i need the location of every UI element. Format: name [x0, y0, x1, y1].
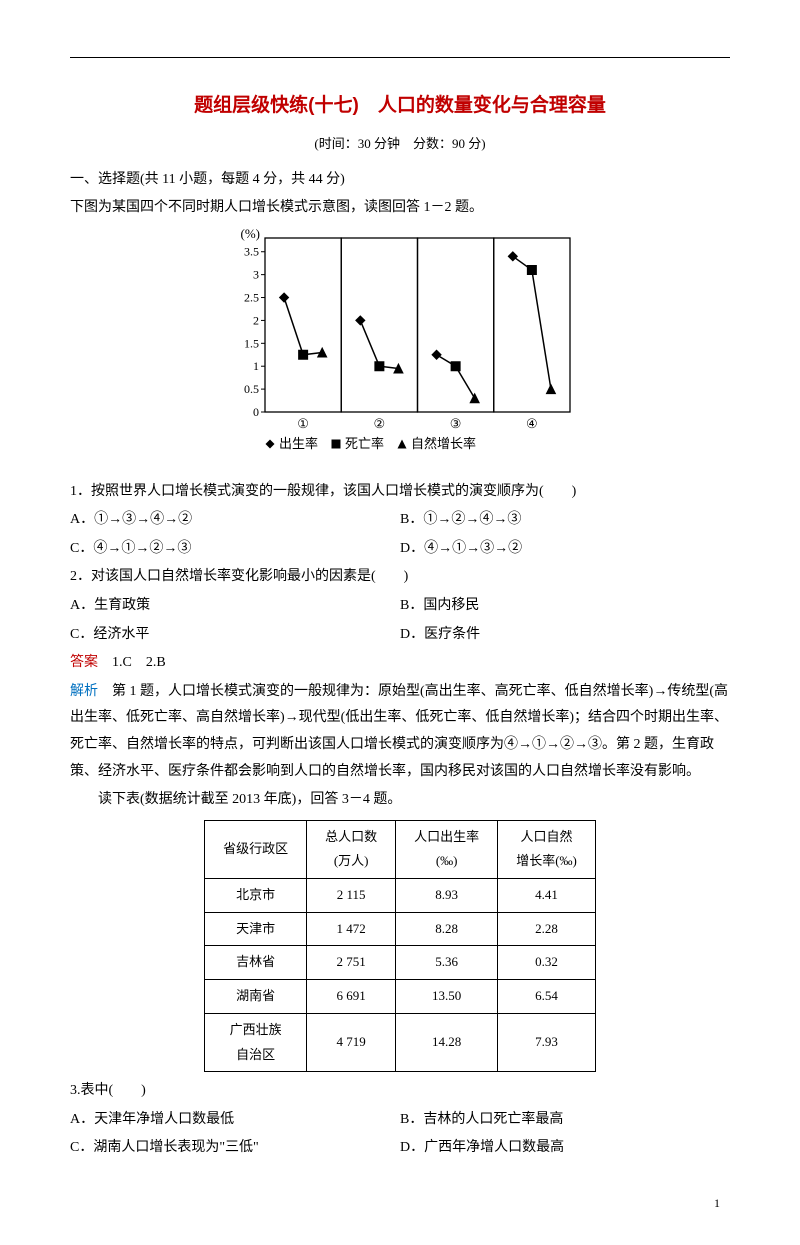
- q3-stem: 3.表中( ): [70, 1078, 730, 1105]
- population-table: 省级行政区总人口数(万人)人口出生率(‰)人口自然增长率(‰)北京市2 1158…: [204, 820, 596, 1073]
- answer-text: 1.C 2.B: [98, 655, 166, 670]
- q1-opt-c: C．④→①→②→③: [70, 536, 400, 563]
- svg-text:③: ③: [450, 416, 462, 431]
- table-row: 广西壮族自治区4 71914.287.93: [205, 1013, 596, 1071]
- page-number: 1: [70, 1192, 730, 1215]
- q3-row1: A．天津年净增人口数最低 B．吉林的人口死亡率最高: [70, 1107, 730, 1134]
- intro-2: 读下表(数据统计截至 2013 年底)，回答 3－4 题。: [70, 787, 730, 814]
- table-cell: 天津市: [205, 912, 307, 946]
- top-rule: [70, 57, 730, 58]
- q2-opt-c: C．经济水平: [70, 622, 400, 649]
- table-header: 人口自然增长率(‰): [498, 820, 596, 878]
- page-title: 题组层级快练(十七) 人口的数量变化与合理容量: [70, 88, 730, 124]
- svg-text:出生率: 出生率: [279, 436, 318, 451]
- svg-text:1: 1: [253, 359, 259, 373]
- q3-opt-b: B．吉林的人口死亡率最高: [400, 1107, 730, 1134]
- table-cell: 5.36: [396, 946, 498, 980]
- table-cell: 7.93: [498, 1013, 596, 1071]
- svg-text:3: 3: [253, 268, 259, 282]
- table-cell: 8.28: [396, 912, 498, 946]
- table-row: 北京市2 1158.934.41: [205, 879, 596, 913]
- chart-figure: (%) 0 0.5 1 1.5 2 2.5 3 3.5 ① ② ③ ④ 出生率 死亡率 自然增长率: [70, 228, 730, 469]
- svg-text:2.5: 2.5: [244, 290, 259, 304]
- svg-text:3.5: 3.5: [244, 245, 259, 259]
- svg-text:0: 0: [253, 405, 259, 419]
- q2-row2: C．经济水平 D．医疗条件: [70, 622, 730, 649]
- explain-12: 解析 第 1 题，人口增长模式演变的一般规律为：原始型(高出生率、高死亡率、低自…: [70, 679, 730, 785]
- table-cell: 2 751: [307, 946, 396, 980]
- q1-opt-b: B．①→②→④→③: [400, 507, 730, 534]
- page-subtitle: (时间：30 分钟 分数：90 分): [70, 132, 730, 157]
- q2-row1: A．生育政策 B．国内移民: [70, 593, 730, 620]
- table-row: 吉林省2 7515.360.32: [205, 946, 596, 980]
- table-cell: 13.50: [396, 980, 498, 1014]
- table-cell: 2 115: [307, 879, 396, 913]
- table-header: 人口出生率(‰): [396, 820, 498, 878]
- table-cell: 北京市: [205, 879, 307, 913]
- q2-opt-d: D．医疗条件: [400, 622, 730, 649]
- table-row: 湖南省6 69113.506.54: [205, 980, 596, 1014]
- table-cell: 6 691: [307, 980, 396, 1014]
- svg-text:自然增长率: 自然增长率: [411, 436, 476, 451]
- table-cell: 4 719: [307, 1013, 396, 1071]
- q1-stem: 1．按照世界人口增长模式演变的一般规律，该国人口增长模式的演变顺序为( ): [70, 479, 730, 506]
- svg-text:2: 2: [253, 313, 259, 327]
- population-chart: (%) 0 0.5 1 1.5 2 2.5 3 3.5 ① ② ③ ④ 出生率 死亡率 自然增长率: [220, 228, 580, 458]
- q1-opt-d: D．④→①→③→②: [400, 536, 730, 563]
- explain-label: 解析: [70, 684, 98, 699]
- table-cell: 湖南省: [205, 980, 307, 1014]
- svg-text:0.5: 0.5: [244, 382, 259, 396]
- table-header: 省级行政区: [205, 820, 307, 878]
- q2-stem: 2．对该国人口自然增长率变化影响最小的因素是( ): [70, 564, 730, 591]
- table-cell: 14.28: [396, 1013, 498, 1071]
- table-cell: 6.54: [498, 980, 596, 1014]
- table-cell: 0.32: [498, 946, 596, 980]
- q1-opt-a: A．①→③→④→②: [70, 507, 400, 534]
- section-heading: 一、选择题(共 11 小题，每题 4 分，共 44 分): [70, 167, 730, 194]
- q2-opt-b: B．国内移民: [400, 593, 730, 620]
- q3-opt-d: D．广西年净增人口数最高: [400, 1135, 730, 1162]
- intro-1: 下图为某国四个不同时期人口增长模式示意图，读图回答 1－2 题。: [70, 195, 730, 222]
- svg-text:死亡率: 死亡率: [345, 436, 384, 451]
- table-cell: 1 472: [307, 912, 396, 946]
- svg-text:1.5: 1.5: [244, 336, 259, 350]
- table-cell: 广西壮族自治区: [205, 1013, 307, 1071]
- q2-opt-a: A．生育政策: [70, 593, 400, 620]
- q1-row2: C．④→①→②→③ D．④→①→③→②: [70, 536, 730, 563]
- answer-12: 答案 1.C 2.B: [70, 650, 730, 677]
- answer-label: 答案: [70, 655, 98, 670]
- svg-text:②: ②: [374, 416, 386, 431]
- table-cell: 2.28: [498, 912, 596, 946]
- q3-opt-a: A．天津年净增人口数最低: [70, 1107, 400, 1134]
- q3-opt-c: C．湖南人口增长表现为"三低": [70, 1135, 400, 1162]
- svg-text:①: ①: [297, 416, 309, 431]
- table-cell: 4.41: [498, 879, 596, 913]
- svg-text:④: ④: [526, 416, 538, 431]
- svg-text:(%): (%): [241, 228, 261, 241]
- table-cell: 吉林省: [205, 946, 307, 980]
- table-cell: 8.93: [396, 879, 498, 913]
- table-row: 天津市1 4728.282.28: [205, 912, 596, 946]
- q3-row2: C．湖南人口增长表现为"三低" D．广西年净增人口数最高: [70, 1135, 730, 1162]
- q1-row1: A．①→③→④→② B．①→②→④→③: [70, 507, 730, 534]
- table-header: 总人口数(万人): [307, 820, 396, 878]
- explain-text: 第 1 题，人口增长模式演变的一般规律为：原始型(高出生率、高死亡率、低自然增长…: [70, 684, 728, 779]
